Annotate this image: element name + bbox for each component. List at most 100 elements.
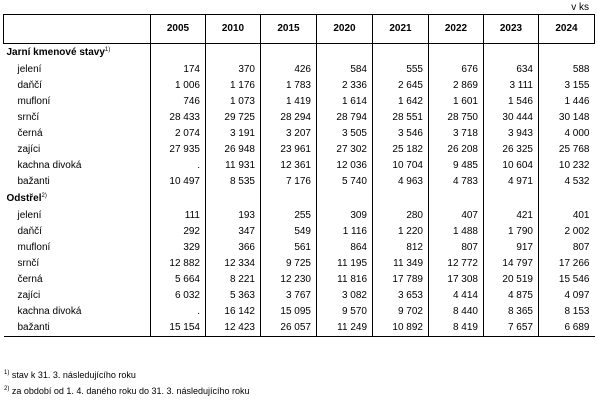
- value-cell: 193: [205, 208, 261, 224]
- value-cell: 407: [428, 208, 484, 224]
- table-row: daňčí 1 006 1 176 1 783 2 336 2 645 2 869 3 111…: [4, 78, 595, 94]
- value-cell: 807: [428, 240, 484, 256]
- empty-cell: [150, 190, 206, 208]
- value-cell: 7 657: [483, 320, 539, 337]
- value-cell: 4 097: [538, 288, 595, 304]
- value-cell: 26 948: [205, 142, 261, 158]
- footnote: 1) stav k 31. 3. následujícího roku: [4, 367, 250, 383]
- footnote: 2) za období od 1. 4. daného roku do 31.…: [4, 383, 250, 399]
- value-cell: 28 794: [316, 110, 373, 126]
- value-cell: 2 074: [150, 126, 206, 142]
- value-cell: 5 363: [205, 288, 261, 304]
- value-cell: 4 971: [483, 174, 539, 190]
- row-label: daňčí: [17, 226, 42, 237]
- empty-cell: [260, 190, 317, 208]
- value-cell: 329: [150, 240, 206, 256]
- value-cell: 426: [260, 62, 317, 78]
- table-row: mufloní 746 1 073 1 419 1 614 1 642 1 601 1 546…: [4, 94, 595, 110]
- value-cell: 8 440: [428, 304, 484, 320]
- value-cell: 555: [372, 62, 429, 78]
- value-cell: 12 423: [205, 320, 261, 337]
- row-label: bažanti: [3, 320, 151, 337]
- value-cell: 8 419: [428, 320, 484, 337]
- value-cell: 12 772: [428, 256, 484, 272]
- value-cell: 9 570: [316, 304, 373, 320]
- value-cell: 17 308: [428, 272, 484, 288]
- empty-cell: [483, 190, 539, 208]
- value-cell: 1 006: [150, 78, 206, 94]
- row-label: srnčí: [17, 258, 40, 269]
- value-cell: 4 414: [428, 288, 484, 304]
- year-header: 2021: [372, 14, 429, 44]
- footnote-mark: 2): [4, 386, 10, 392]
- value-cell: 280: [372, 208, 429, 224]
- value-cell: 917: [483, 240, 539, 256]
- value-cell: 3 082: [316, 288, 373, 304]
- section-header-row: Jarní kmenové stavy1): [4, 43, 595, 62]
- table-row: černá 5 664 8 221 12 230 11 816 17 789 17 308 2…: [4, 272, 595, 288]
- row-label: daňčí: [17, 80, 42, 91]
- value-cell: 3 505: [316, 126, 373, 142]
- value-cell: 12 036: [316, 158, 373, 174]
- value-cell: 10 892: [372, 320, 429, 337]
- value-cell: 1 601: [428, 94, 484, 110]
- value-cell: 30 148: [538, 110, 595, 126]
- empty-cell: [372, 43, 429, 62]
- value-cell: 2 869: [428, 78, 484, 94]
- value-cell: 10 604: [483, 158, 539, 174]
- value-cell: 1 783: [260, 78, 317, 94]
- row-label: zajíci: [17, 290, 41, 301]
- value-cell: 9 702: [372, 304, 429, 320]
- value-cell: 11 249: [316, 320, 373, 337]
- value-cell: 1 614: [316, 94, 373, 110]
- value-cell: 12 882: [150, 256, 206, 272]
- value-cell: 1 116: [316, 224, 373, 240]
- hunting-statistics-table: 2005 2010 2015 2020 2021 2022 2023 2024 …: [3, 14, 595, 337]
- value-cell: 292: [150, 224, 206, 240]
- value-cell: 7 176: [260, 174, 317, 190]
- table-row: bažanti 15 154 12 423 26 057 11 249 10 892 8 4…: [3, 320, 595, 337]
- footnote-ref: 1): [104, 47, 111, 53]
- value-cell: 634: [483, 62, 539, 78]
- table-row: černá 2 074 3 191 3 207 3 505 3 546 3 718 3 943…: [4, 126, 595, 142]
- value-cell: 8 365: [483, 304, 539, 320]
- section-title: Odstřel2): [4, 190, 151, 208]
- value-cell: 29 725: [205, 110, 261, 126]
- value-cell: 174: [150, 62, 206, 78]
- section-title-text: Odstřel: [6, 193, 42, 204]
- value-cell: 1 446: [538, 94, 595, 110]
- value-cell: 12 361: [260, 158, 317, 174]
- table-row: kachna divoká. 16 142 15 095 9 570 9 702 8 44…: [4, 304, 595, 320]
- value-cell: 4 000: [538, 126, 595, 142]
- value-cell: 864: [316, 240, 373, 256]
- value-cell: 3 546: [372, 126, 429, 142]
- value-cell: 1 790: [483, 224, 539, 240]
- empty-cell: [372, 190, 429, 208]
- value-cell: 1 488: [428, 224, 484, 240]
- value-cell: 25 182: [372, 142, 429, 158]
- empty-cell: [205, 43, 261, 62]
- value-cell: 421: [483, 208, 539, 224]
- value-cell: 4 783: [428, 174, 484, 190]
- value-cell: 111: [150, 208, 206, 224]
- value-cell: 3 155: [538, 78, 595, 94]
- value-cell: 3 943: [483, 126, 539, 142]
- value-cell: 5 740: [316, 174, 373, 190]
- value-cell: 5 664: [150, 272, 206, 288]
- year-header: 2023: [483, 14, 539, 44]
- footnote-text: stav k 31. 3. následujícího roku: [11, 370, 136, 380]
- value-cell: 4 532: [538, 174, 595, 190]
- value-cell: 3 191: [205, 126, 261, 142]
- value-cell: 3 111: [483, 78, 539, 94]
- value-cell: 6 689: [538, 320, 595, 337]
- section-header-row: Odstřel2): [4, 190, 595, 208]
- value-cell: 9 725: [260, 256, 317, 272]
- row-label: bažanti: [17, 176, 50, 187]
- table-row: srnčí 28 433 29 725 28 294 28 794 28 551 28 75…: [4, 110, 595, 126]
- value-cell: 28 551: [372, 110, 429, 126]
- value-cell: 26 057: [260, 320, 317, 337]
- year-header: 2024: [538, 14, 595, 44]
- value-cell: 11 931: [205, 158, 261, 174]
- value-cell: 16 142: [205, 304, 261, 320]
- empty-cell: [483, 43, 539, 62]
